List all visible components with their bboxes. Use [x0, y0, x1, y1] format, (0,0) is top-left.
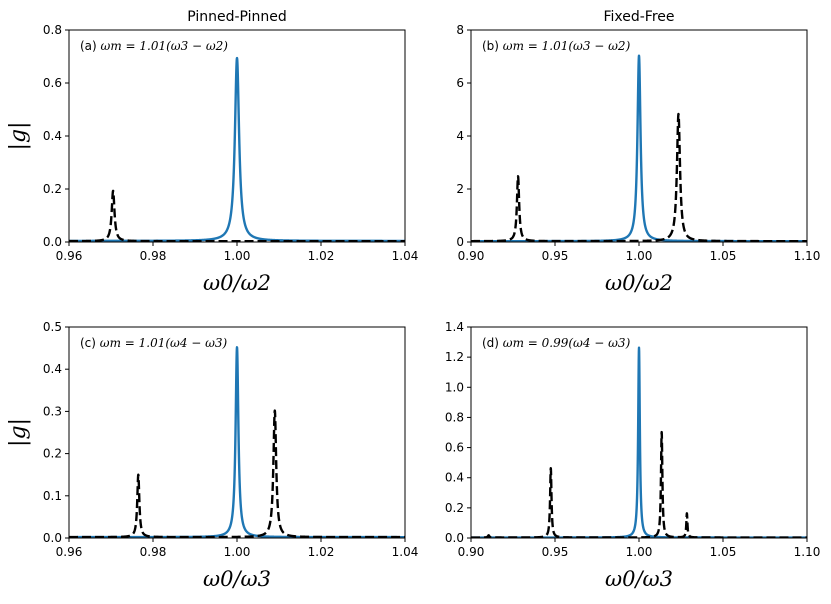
series-dashed-line — [471, 430, 807, 538]
panel-1: 0.90 0.95 1.00 1.05 1.10 0 2 4 6 8 Fixed-Free ω0/ω2… — [456, 9, 820, 295]
series-solid-line — [69, 56, 405, 242]
panel-annotation: (c) ωm = 1.01(ω4 − ω3) — [80, 336, 228, 350]
y-tick-label: 8 — [456, 23, 464, 37]
x-tick-label: 0.98 — [140, 249, 167, 263]
y-tick-label: 0 — [456, 235, 464, 249]
y-tick-label: 0.0 — [445, 531, 464, 545]
panel-0: 0.96 0.98 1.00 1.02 1.04 0.0 0.2 0.4 0.6 0.8 Pinne… — [6, 9, 418, 295]
y-tick-label: 0.6 — [445, 441, 464, 455]
x-tick-label: 1.05 — [710, 545, 737, 559]
y-tick-label: 0.4 — [43, 129, 62, 143]
y-tick-label: 2 — [456, 182, 464, 196]
panel-annotation: (b) ωm = 1.01(ω3 − ω2) — [482, 39, 631, 53]
panel-3: 0.90 0.95 1.00 1.05 1.10 0.0 0.2 0.4 0.6 0.8 1.0 1.… — [445, 320, 820, 591]
x-axis-label: ω0/ω3 — [605, 567, 673, 591]
y-tick-label: 0.1 — [43, 489, 62, 503]
x-tick-label: 1.10 — [794, 249, 821, 263]
panel-title: Pinned-Pinned — [187, 9, 287, 25]
x-tick-label: 1.10 — [794, 545, 821, 559]
x-axis-label: ω0/ω2 — [605, 271, 673, 295]
x-tick-label: 1.00 — [626, 249, 653, 263]
x-tick-label: 1.00 — [224, 545, 251, 559]
y-tick-label: 0.3 — [43, 404, 62, 418]
y-tick-label: 0.2 — [445, 501, 464, 515]
x-tick-label: 1.04 — [392, 545, 419, 559]
panel-annotation: (a) ωm = 1.01(ω3 − ω2) — [80, 39, 228, 53]
y-tick-label: 0.6 — [43, 76, 62, 90]
y-tick-label: 0.4 — [445, 471, 464, 485]
x-tick-label: 1.04 — [392, 249, 419, 263]
y-axis-label: |g| — [6, 122, 31, 151]
x-tick-label: 1.05 — [710, 249, 737, 263]
series-solid-line — [471, 54, 807, 242]
series-dashed-line — [69, 189, 405, 242]
x-tick-label: 0.95 — [542, 249, 569, 263]
panel-title: Fixed-Free — [603, 9, 674, 25]
x-tick-label: 0.98 — [140, 545, 167, 559]
x-tick-label: 0.90 — [458, 249, 485, 263]
y-tick-label: 0.8 — [43, 23, 62, 37]
y-tick-label: 0.2 — [43, 182, 62, 196]
y-tick-label: 1.2 — [445, 350, 464, 364]
x-axis-label: ω0/ω2 — [203, 271, 271, 295]
x-tick-label: 0.90 — [458, 545, 485, 559]
y-tick-label: 1.0 — [445, 380, 464, 394]
y-axis-label: |g| — [6, 418, 31, 447]
x-tick-label: 0.96 — [56, 249, 83, 263]
y-tick-label: 0.4 — [43, 362, 62, 376]
x-tick-label: 1.02 — [308, 249, 335, 263]
panel-2: 0.96 0.98 1.00 1.02 1.04 0.0 0.1 0.2 0.3 0.4 0.5 ω0… — [6, 320, 418, 591]
x-tick-label: 1.00 — [224, 249, 251, 263]
panel-annotation: (d) ωm = 0.99(ω4 − ω3) — [482, 336, 631, 350]
y-tick-label: 1.4 — [445, 320, 464, 334]
series-dashed-line — [471, 112, 807, 242]
y-tick-label: 0.5 — [43, 320, 62, 334]
y-tick-label: 6 — [456, 76, 464, 90]
x-tick-label: 0.95 — [542, 545, 569, 559]
y-tick-label: 0.0 — [43, 531, 62, 545]
y-tick-label: 0.0 — [43, 235, 62, 249]
x-axis-label: ω0/ω3 — [203, 567, 271, 591]
series-dashed-line — [69, 409, 405, 538]
y-tick-label: 4 — [456, 129, 464, 143]
y-tick-label: 0.8 — [445, 410, 464, 424]
series-solid-line — [69, 346, 405, 538]
y-tick-label: 0.2 — [43, 447, 62, 461]
x-tick-label: 0.96 — [56, 545, 83, 559]
series-solid-line — [471, 346, 807, 538]
x-tick-label: 1.02 — [308, 545, 335, 559]
x-tick-label: 1.00 — [626, 545, 653, 559]
